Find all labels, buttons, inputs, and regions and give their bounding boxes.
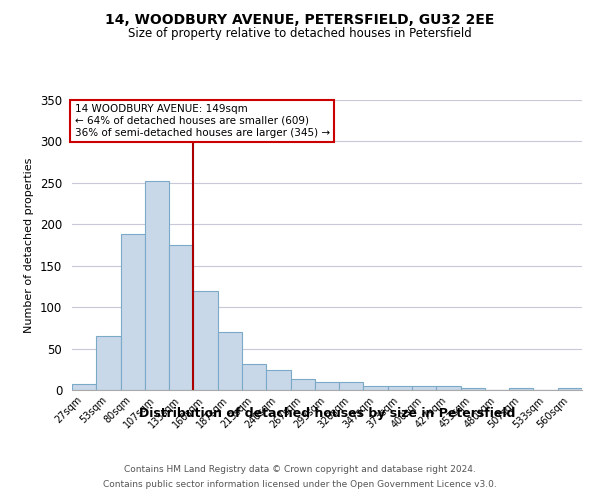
Bar	[461, 388, 485, 390]
Bar	[242, 364, 266, 390]
Bar	[218, 332, 242, 390]
Text: 14 WOODBURY AVENUE: 149sqm
← 64% of detached houses are smaller (609)
36% of sem: 14 WOODBURY AVENUE: 149sqm ← 64% of deta…	[74, 104, 329, 138]
Bar	[121, 234, 145, 390]
Bar	[509, 388, 533, 390]
Bar	[266, 370, 290, 390]
Text: Distribution of detached houses by size in Petersfield: Distribution of detached houses by size …	[139, 408, 515, 420]
Bar	[412, 386, 436, 390]
Bar	[290, 379, 315, 390]
Text: Size of property relative to detached houses in Petersfield: Size of property relative to detached ho…	[128, 28, 472, 40]
Bar	[436, 386, 461, 390]
Text: Contains public sector information licensed under the Open Government Licence v3: Contains public sector information licen…	[103, 480, 497, 489]
Text: Contains HM Land Registry data © Crown copyright and database right 2024.: Contains HM Land Registry data © Crown c…	[124, 465, 476, 474]
Bar	[193, 292, 218, 390]
Bar	[169, 245, 193, 390]
Bar	[72, 384, 96, 390]
Bar	[388, 386, 412, 390]
Bar	[339, 382, 364, 390]
Bar	[558, 388, 582, 390]
Text: 14, WOODBURY AVENUE, PETERSFIELD, GU32 2EE: 14, WOODBURY AVENUE, PETERSFIELD, GU32 2…	[106, 12, 494, 26]
Bar	[364, 386, 388, 390]
Bar	[145, 181, 169, 390]
Y-axis label: Number of detached properties: Number of detached properties	[25, 158, 34, 332]
Bar	[96, 336, 121, 390]
Bar	[315, 382, 339, 390]
